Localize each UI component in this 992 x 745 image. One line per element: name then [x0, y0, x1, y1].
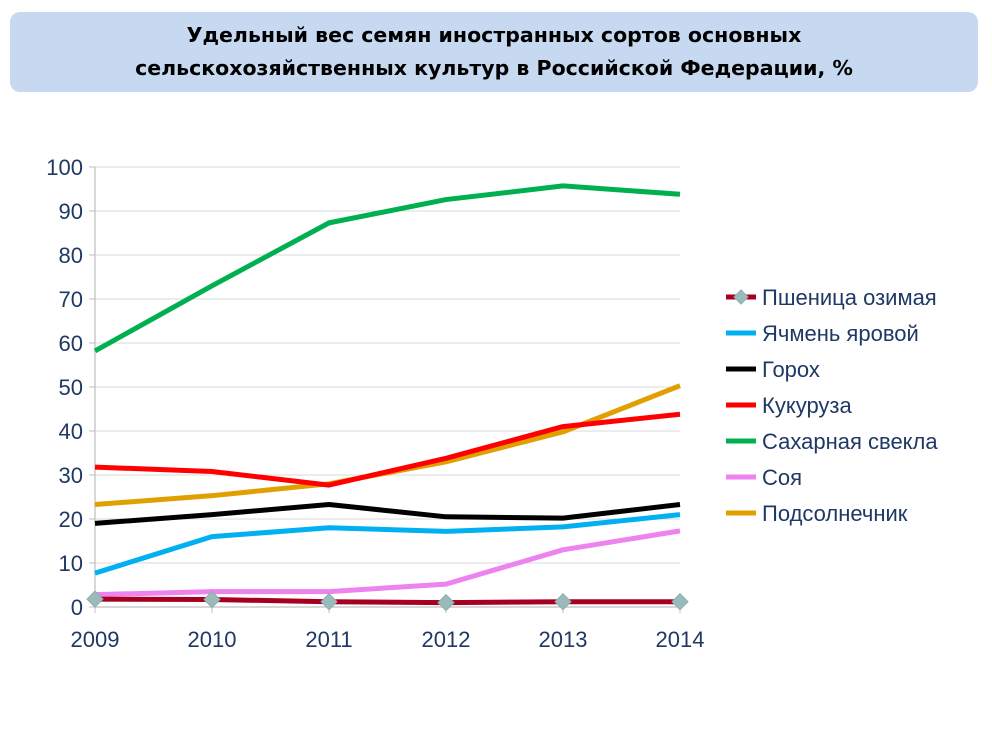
x-tick-label: 2013	[539, 627, 588, 652]
x-axis-ticks: 2009 2010 2011 2012 2013 2014	[71, 627, 705, 652]
legend-item-2: Горох	[726, 357, 820, 382]
series-line-5	[94, 528, 681, 598]
legend-item-1: Ячмень яровой	[726, 321, 919, 346]
chart-title: Удельный вес семян иностранных сортов ос…	[135, 23, 853, 80]
legend-marker	[733, 289, 749, 305]
legend-label: Ячмень яровой	[762, 321, 919, 346]
x-tick-label: 2014	[656, 627, 705, 652]
x-tick-label: 2011	[305, 627, 352, 652]
x-tick-label: 2010	[188, 627, 237, 652]
data-point-marker	[671, 593, 689, 611]
series-line-6	[94, 383, 681, 507]
series-line-2	[94, 501, 681, 526]
data-point-marker	[437, 593, 455, 612]
legend-item-3: Кукуруза	[726, 393, 853, 418]
data-point-marker	[554, 593, 572, 611]
y-axis-ticks: 0 10 20 30 40 50 60 70 80 90 100	[46, 155, 83, 620]
legend-label: Подсолнечник	[762, 501, 908, 526]
y-tick-label: 40	[59, 419, 83, 444]
data-point-marker	[320, 593, 338, 611]
legend-label: Соя	[762, 465, 802, 490]
legend: Пшеница озимая Ячмень яровой Горох Кукуруза…	[726, 285, 938, 526]
legend-item-6: Подсолнечник	[726, 501, 908, 526]
y-tick-label: 50	[59, 375, 83, 400]
series-line-1	[94, 512, 681, 576]
data-point-marker	[86, 590, 104, 608]
x-tick-label: 2009	[71, 627, 120, 652]
y-tick-label: 60	[59, 331, 83, 356]
y-tick-label: 20	[59, 507, 83, 532]
gridlines	[95, 166, 680, 564]
y-tick-label: 30	[59, 463, 83, 488]
legend-item-4: Сахарная свекла	[726, 429, 938, 454]
title-banner: Удельный вес семян иностранных сортов ос…	[10, 12, 978, 92]
legend-label: Кукуруза	[762, 393, 853, 418]
series-lines	[86, 183, 689, 612]
y-tick-label: 70	[59, 287, 83, 312]
legend-label: Пшеница озимая	[762, 285, 937, 310]
series-line-3	[94, 411, 681, 488]
x-tick-label: 2012	[422, 627, 471, 652]
series-line-0	[94, 596, 680, 606]
legend-item-0: Пшеница озимая	[726, 285, 937, 310]
axes	[89, 166, 681, 613]
legend-item-5: Соя	[726, 465, 802, 490]
data-point-marker	[203, 590, 221, 609]
y-tick-label: 100	[46, 155, 83, 180]
y-tick-label: 80	[59, 243, 83, 268]
series-line-4	[93, 183, 681, 354]
legend-label: Сахарная свекла	[762, 429, 938, 454]
y-tick-label: 10	[59, 551, 83, 576]
legend-label: Горох	[762, 357, 820, 382]
y-tick-label: 0	[71, 595, 83, 620]
y-tick-label: 90	[59, 199, 83, 224]
